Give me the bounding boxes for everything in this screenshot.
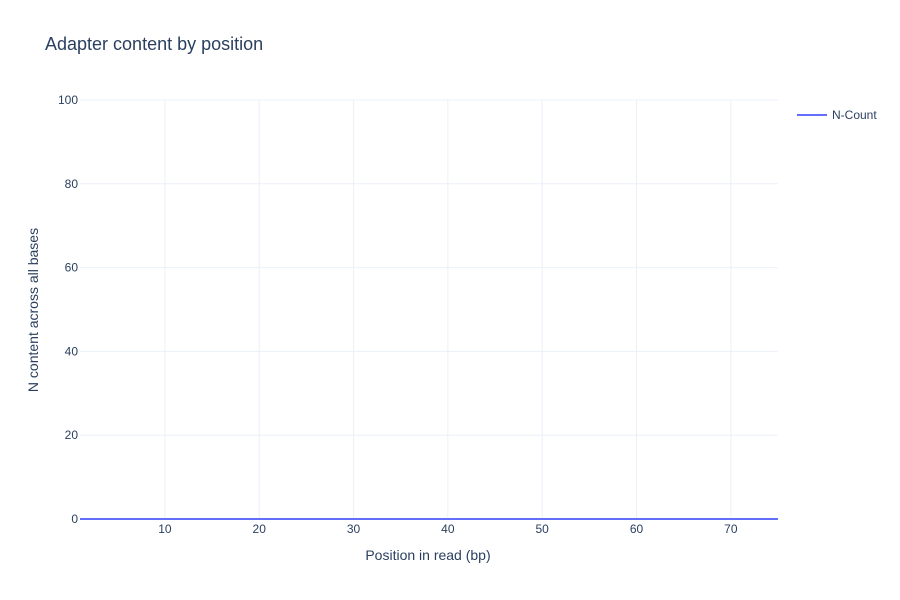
y-tick-label: 100 [58, 93, 78, 107]
x-tick-label: 30 [347, 522, 361, 536]
x-tick-labels: 10 20 30 40 50 60 70 [158, 522, 738, 536]
x-axis-title: Position in read (bp) [365, 547, 490, 563]
legend[interactable]: N-Count [797, 108, 877, 122]
y-axis-title: N content across all bases [25, 228, 41, 392]
y-tick-label: 20 [65, 428, 79, 442]
y-tick-labels: 0 20 40 60 80 100 [58, 93, 78, 526]
x-tick-label: 70 [724, 522, 738, 536]
x-gridlines [164, 100, 732, 519]
y-tick-label: 80 [65, 177, 79, 191]
y-tick-label: 0 [71, 512, 78, 526]
y-tick-label: 40 [65, 344, 79, 358]
chart-title: Adapter content by position [45, 34, 263, 54]
x-tick-label: 10 [158, 522, 172, 536]
x-tick-label: 40 [441, 522, 455, 536]
y-tick-label: 60 [65, 261, 79, 275]
legend-label-n-count: N-Count [832, 108, 877, 122]
x-tick-label: 50 [536, 522, 550, 536]
y-gridlines [80, 99, 778, 436]
x-tick-label: 20 [253, 522, 267, 536]
x-tick-label: 60 [630, 522, 644, 536]
